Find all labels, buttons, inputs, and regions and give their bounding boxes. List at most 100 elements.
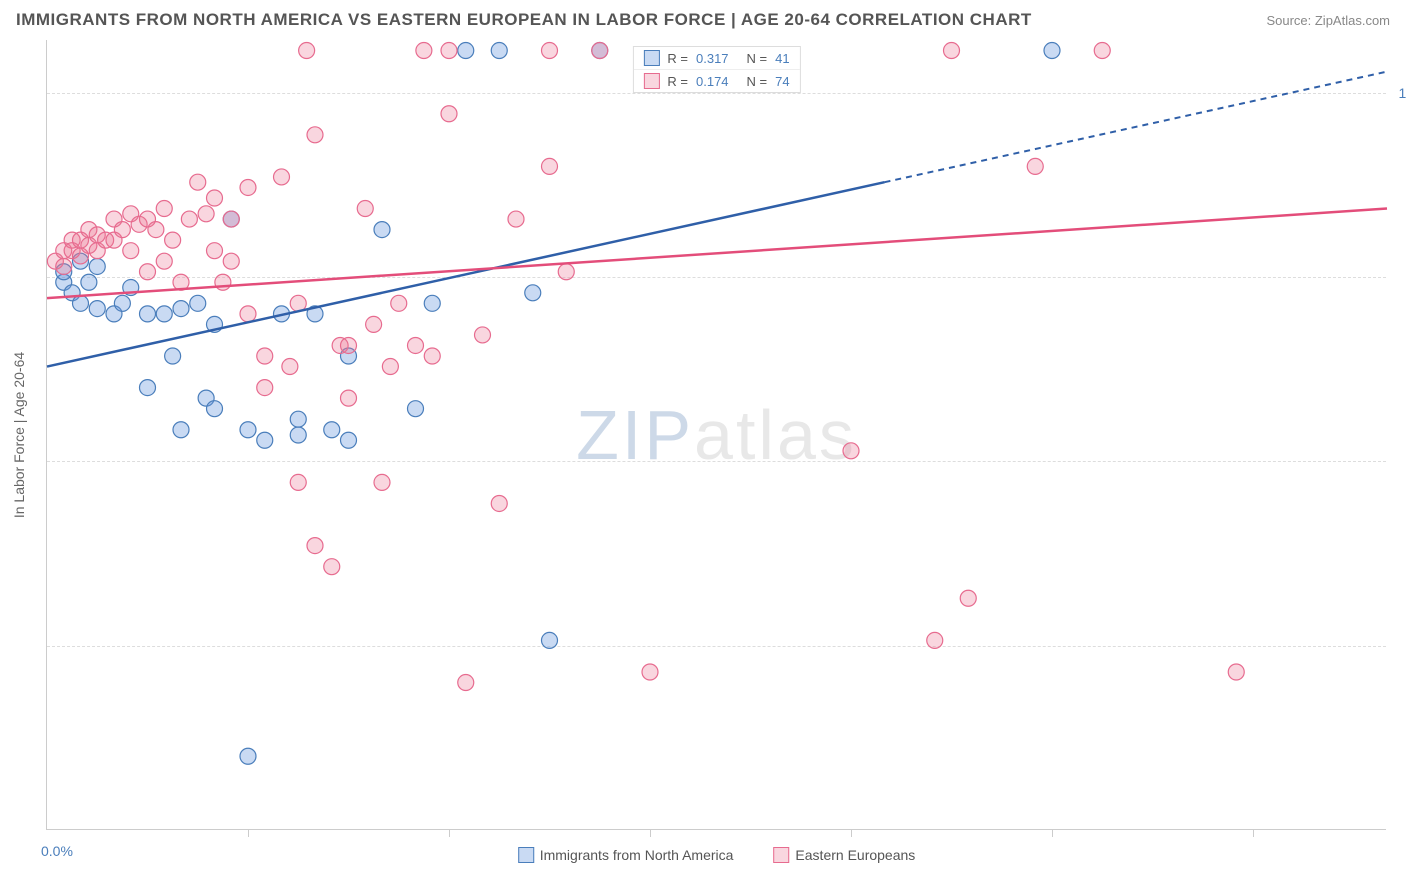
- data-point: [207, 243, 223, 259]
- data-point: [1044, 43, 1060, 59]
- data-point: [223, 253, 239, 269]
- data-point: [324, 559, 340, 575]
- data-point: [89, 301, 105, 317]
- data-point: [181, 211, 197, 227]
- data-point: [542, 158, 558, 174]
- n-value: 41: [775, 51, 789, 66]
- data-point: [156, 201, 172, 217]
- legend-swatch: [643, 73, 659, 89]
- data-point: [408, 337, 424, 353]
- legend-swatch: [643, 50, 659, 66]
- data-point: [324, 422, 340, 438]
- x-tick: [248, 829, 249, 837]
- trend-line-extrapolated: [885, 72, 1388, 183]
- x-tick: [851, 829, 852, 837]
- x-tick: [650, 829, 651, 837]
- data-point: [416, 43, 432, 59]
- r-value: 0.174: [696, 74, 729, 89]
- correlation-legend-row: R = 0.174 N = 74: [633, 70, 799, 92]
- data-point: [424, 295, 440, 311]
- data-point: [458, 43, 474, 59]
- data-point: [475, 327, 491, 343]
- legend-swatch: [773, 847, 789, 863]
- source-label: Source: ZipAtlas.com: [1266, 13, 1390, 28]
- data-point: [341, 390, 357, 406]
- r-label: R =: [667, 51, 688, 66]
- data-point: [382, 359, 398, 375]
- data-point: [114, 222, 130, 238]
- data-point: [223, 211, 239, 227]
- plot-area: ZIPatlas R =0.317N =41R =0.174N =74 In L…: [46, 40, 1386, 830]
- data-point: [207, 190, 223, 206]
- data-point: [290, 427, 306, 443]
- data-point: [960, 590, 976, 606]
- legend-label: Immigrants from North America: [540, 847, 734, 863]
- data-point: [240, 422, 256, 438]
- data-point: [391, 295, 407, 311]
- data-point: [56, 258, 72, 274]
- data-point: [190, 295, 206, 311]
- n-value: 74: [775, 74, 789, 89]
- data-point: [240, 748, 256, 764]
- data-point: [441, 106, 457, 122]
- data-point: [558, 264, 574, 280]
- x-tick: [1052, 829, 1053, 837]
- y-axis-title: In Labor Force | Age 20-64: [11, 351, 27, 517]
- data-point: [290, 411, 306, 427]
- data-point: [140, 380, 156, 396]
- data-point: [156, 306, 172, 322]
- legend-label: Eastern Europeans: [795, 847, 915, 863]
- data-point: [207, 401, 223, 417]
- data-point: [374, 474, 390, 490]
- data-point: [81, 274, 97, 290]
- data-point: [424, 348, 440, 364]
- chart-title: IMMIGRANTS FROM NORTH AMERICA VS EASTERN…: [16, 10, 1032, 30]
- data-point: [190, 174, 206, 190]
- data-point: [843, 443, 859, 459]
- data-point: [257, 348, 273, 364]
- data-point: [257, 380, 273, 396]
- correlation-legend: R =0.317N =41R =0.174N =74: [632, 46, 800, 93]
- data-point: [257, 432, 273, 448]
- data-point: [307, 538, 323, 554]
- data-point: [89, 258, 105, 274]
- data-point: [156, 253, 172, 269]
- data-point: [642, 664, 658, 680]
- data-point: [542, 43, 558, 59]
- data-point: [944, 43, 960, 59]
- data-point: [123, 243, 139, 259]
- x-tick: [449, 829, 450, 837]
- data-point: [73, 295, 89, 311]
- data-point: [1228, 664, 1244, 680]
- series-legend-item: Eastern Europeans: [773, 847, 915, 863]
- data-point: [1094, 43, 1110, 59]
- scatter-svg: [47, 40, 1386, 829]
- series-legend: Immigrants from North America Eastern Eur…: [518, 847, 916, 863]
- data-point: [140, 264, 156, 280]
- legend-swatch: [518, 847, 534, 863]
- data-point: [508, 211, 524, 227]
- data-point: [408, 401, 424, 417]
- r-label: R =: [667, 74, 688, 89]
- data-point: [173, 422, 189, 438]
- data-point: [299, 43, 315, 59]
- data-point: [282, 359, 298, 375]
- data-point: [1027, 158, 1043, 174]
- data-point: [240, 179, 256, 195]
- data-point: [357, 201, 373, 217]
- y-tick-label: 100.0%: [1399, 85, 1406, 101]
- n-label: N =: [747, 74, 768, 89]
- trend-line: [47, 209, 1387, 299]
- data-point: [148, 222, 164, 238]
- data-point: [491, 43, 507, 59]
- data-point: [592, 43, 608, 59]
- x-tick: [1253, 829, 1254, 837]
- n-label: N =: [747, 51, 768, 66]
- data-point: [165, 232, 181, 248]
- data-point: [441, 43, 457, 59]
- data-point: [173, 301, 189, 317]
- data-point: [307, 127, 323, 143]
- data-point: [341, 337, 357, 353]
- data-point: [240, 306, 256, 322]
- data-point: [374, 222, 390, 238]
